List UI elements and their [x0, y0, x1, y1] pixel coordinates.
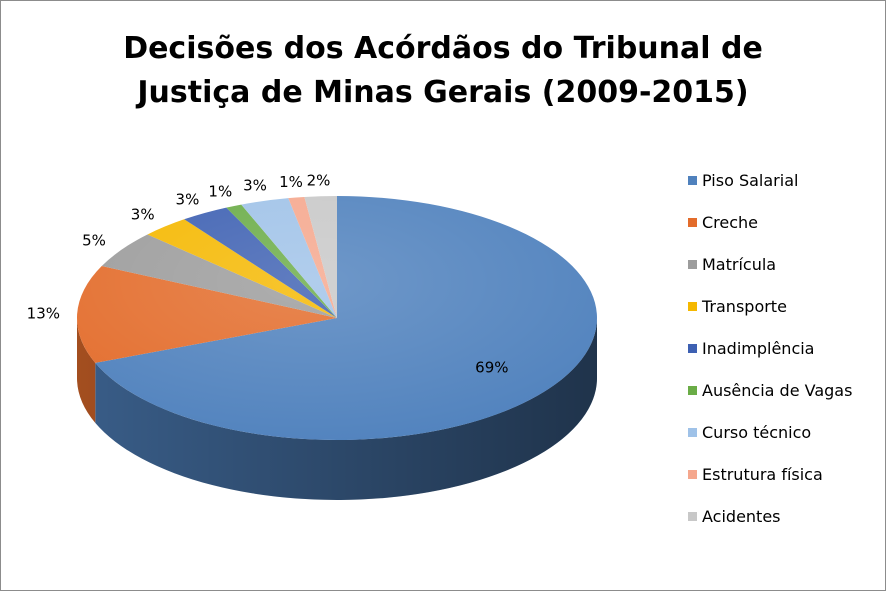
data-label-ausência-de-vagas: 1%	[208, 182, 232, 200]
legend-label-curso-técnico: Curso técnico	[702, 423, 811, 442]
chart-title-line-1: Decisões dos Acórdãos do Tribunal de	[123, 31, 763, 66]
legend-label-acidentes: Acidentes	[702, 507, 781, 526]
legend-swatch-matrícula	[688, 260, 697, 269]
data-label-curso-técnico: 3%	[243, 177, 267, 195]
data-labels: 69%13%5%3%3% 1% 3% 1% 2%	[27, 171, 509, 376]
legend: Piso Salarial Creche Matrícula Transporte In…	[688, 171, 852, 526]
legend-swatch-creche	[688, 218, 697, 227]
legend-label-inadimplência: Inadimplência	[702, 339, 814, 358]
legend-swatch-ausência-de-vagas	[688, 386, 697, 395]
legend-label-creche: Creche	[702, 213, 758, 232]
data-label-matrícula: 5%	[82, 232, 106, 250]
chart-title-line-2: Justiça de Minas Gerais (2009-2015)	[135, 75, 748, 110]
legend-label-transporte: Transporte	[701, 297, 787, 316]
data-label-inadimplência: 3%	[176, 190, 200, 208]
legend-label-estrutura-física: Estrutura física	[702, 465, 823, 484]
legend-swatch-acidentes	[688, 512, 697, 521]
pie-top-slices	[76, 196, 597, 440]
data-label-transporte: 3%	[131, 206, 155, 224]
data-label-acidentes: 2%	[307, 171, 331, 189]
legend-swatch-transporte	[688, 302, 697, 311]
legend-label-piso-salarial: Piso Salarial	[702, 171, 798, 190]
data-label-estrutura-física: 1%	[279, 173, 303, 191]
legend-label-matrícula: Matrícula	[702, 255, 776, 274]
legend-label-ausência-de-vagas: Ausência de Vagas	[702, 381, 852, 400]
data-label-piso-salarial: 69%	[475, 358, 508, 376]
legend-swatch-inadimplência	[688, 344, 697, 353]
legend-swatch-estrutura-física	[688, 470, 697, 479]
legend-swatch-piso-salarial	[688, 176, 697, 185]
data-label-creche: 13%	[27, 305, 60, 323]
legend-swatch-curso-técnico	[688, 428, 697, 437]
